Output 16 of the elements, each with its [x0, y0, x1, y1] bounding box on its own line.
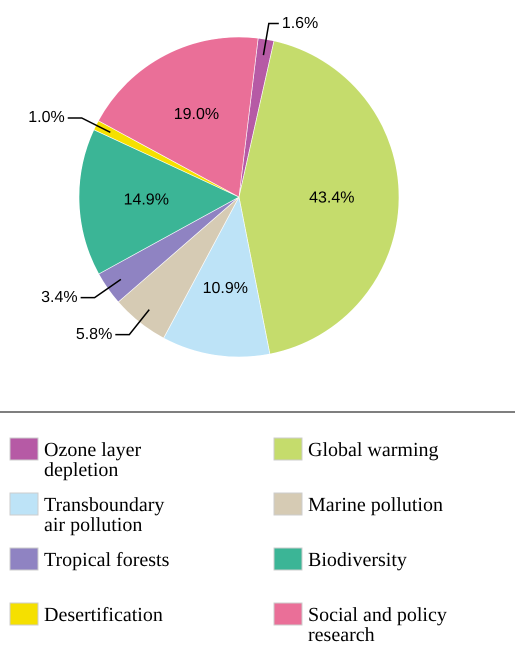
data-label: 1.0% — [28, 109, 65, 126]
data-label: 1.6% — [282, 14, 318, 32]
data-label: 14.9% — [124, 191, 169, 208]
data-label: 10.9% — [202, 280, 248, 298]
legend-label: Biodiversity — [308, 549, 407, 571]
data-label: 43.4% — [309, 189, 354, 206]
legend-label: Tropical forests — [44, 549, 170, 571]
data-label: 5.8% — [76, 326, 112, 343]
legend-label: Transboundary air pollution — [44, 494, 164, 536]
legend-label: Social and policy research — [308, 604, 447, 646]
data-label: 19.0% — [174, 106, 220, 123]
legend-label: Desertification — [44, 604, 163, 626]
data-label: 3.4% — [41, 288, 78, 306]
legend-label: Global warming — [308, 439, 439, 461]
legend-label: Ozone layer depletion — [44, 439, 142, 481]
legend-label: Marine pollution — [308, 494, 443, 516]
